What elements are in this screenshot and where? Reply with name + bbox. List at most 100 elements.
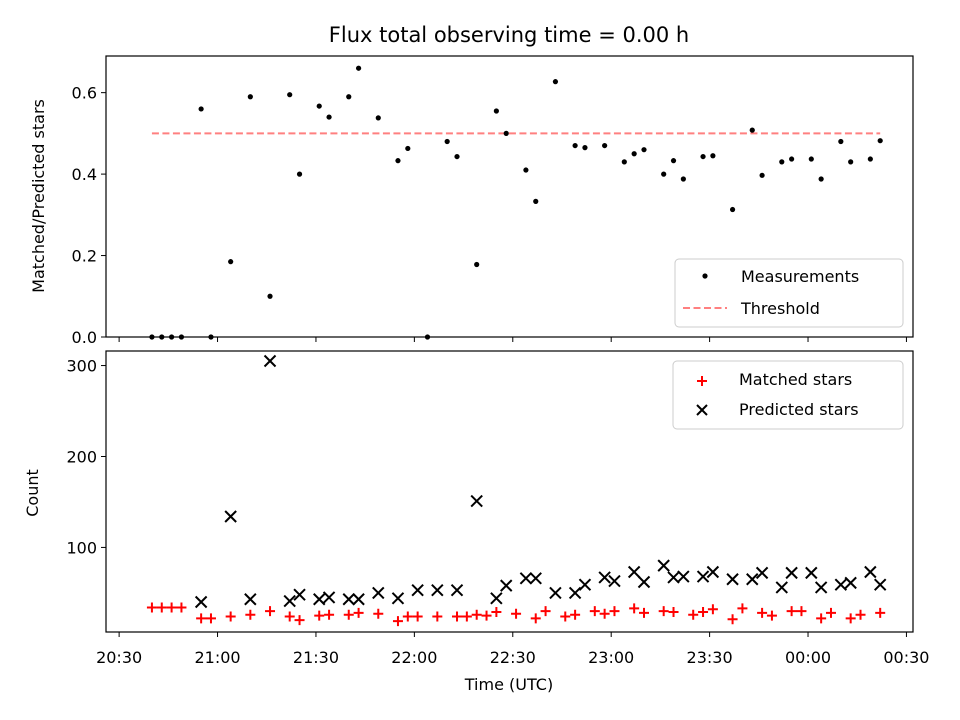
matched-star-point <box>245 609 256 620</box>
count-y-tick-label: 100 <box>66 538 97 557</box>
matched-star-point <box>373 608 384 619</box>
matched-star-point <box>461 611 472 622</box>
predicted-star-point <box>568 586 582 600</box>
ratio-y-tick-label: 0.6 <box>72 84 97 103</box>
measurement-point <box>700 153 706 160</box>
predicted-star-point <box>342 593 355 606</box>
matched-legend-marker <box>697 376 707 386</box>
matched-star-point <box>452 611 463 622</box>
matched-star-point <box>284 611 295 622</box>
x-tick-label: 21:00 <box>194 648 240 667</box>
measurement-point <box>474 261 480 268</box>
matched-star-point <box>402 611 413 622</box>
x-tick-label: 00:30 <box>883 648 929 667</box>
predicted-star-point <box>706 565 720 579</box>
matched-star-point <box>570 609 581 620</box>
ratio-plot-frame <box>105 55 914 338</box>
matched-star-point <box>668 606 679 617</box>
predicted-star-point <box>450 583 464 597</box>
measurement-point <box>670 158 677 164</box>
measurement-point <box>247 94 253 100</box>
measurement-point <box>296 171 303 177</box>
measurement-point <box>267 293 273 299</box>
matched-star-point <box>481 610 492 621</box>
measurement-point <box>503 130 509 136</box>
measurements-legend-label: Measurements <box>741 267 859 286</box>
measurement-point <box>375 115 381 121</box>
matched-star-point <box>412 611 423 622</box>
predicted-star-point <box>263 354 277 368</box>
predicted-star-point <box>696 570 710 583</box>
matched-star-point <box>688 609 699 620</box>
predicted-star-point <box>755 566 769 580</box>
matched-star-point <box>727 614 738 625</box>
measurement-point <box>602 142 608 149</box>
matched-star-point <box>589 606 600 617</box>
measurement-point <box>759 172 765 178</box>
matched-star-point <box>875 607 886 618</box>
count-marks <box>146 354 887 627</box>
matched-star-point <box>156 602 167 613</box>
predicted-star-point <box>500 579 513 592</box>
measurement-point <box>287 92 293 98</box>
count-y-ticks: 100 200 300 <box>66 357 106 557</box>
predicted-star-point <box>244 593 257 606</box>
ratio-panel: 0.0 0.2 0.4 0.6 Matched/Predicted stars Mea… <box>29 55 914 347</box>
measurement-point <box>572 142 578 149</box>
predicted-star-point <box>431 583 444 597</box>
predicted-star-point <box>313 593 326 606</box>
matched-star-point <box>176 602 187 613</box>
matched-star-point <box>845 613 856 624</box>
x-axis-label: Time (UTC) <box>464 675 553 694</box>
predicted-star-point <box>726 573 739 586</box>
predicted-star-point <box>805 566 818 580</box>
matched-star-point <box>786 606 797 617</box>
matched-star-point <box>816 613 827 624</box>
count-y-tick-label: 300 <box>66 357 97 376</box>
predicted-star-point <box>411 583 424 597</box>
measurement-point <box>729 206 736 213</box>
x-tick-label: 23:30 <box>687 648 733 667</box>
matched-star-point <box>530 613 541 624</box>
count-legend-box <box>672 360 904 430</box>
ratio-legend: Measurements Threshold <box>674 258 904 328</box>
matched-star-point <box>146 602 157 613</box>
count-plot-frame <box>105 350 914 633</box>
chart-title: Flux total observing time = 0.00 h <box>329 23 689 47</box>
measurement-point <box>405 145 411 152</box>
measurement-point <box>710 153 716 159</box>
measurement-point <box>316 103 322 109</box>
measurement-point <box>779 159 785 165</box>
ratio-y-ticks: 0.0 0.2 0.4 0.6 <box>72 84 106 347</box>
predicted-star-point <box>293 588 306 601</box>
measurement-point <box>424 334 431 340</box>
measurement-point <box>169 334 175 340</box>
matched-star-point <box>639 607 649 618</box>
count-y-axis-label: Count <box>23 469 42 517</box>
matched-star-point <box>540 606 551 617</box>
measurement-point <box>228 259 234 265</box>
matched-star-point <box>265 606 276 617</box>
predicted-star-point <box>677 570 690 583</box>
matched-star-point <box>855 609 866 620</box>
predicted-star-point <box>657 559 670 572</box>
measurement-point <box>582 145 588 151</box>
matched-star-point <box>166 602 177 613</box>
measurement-point <box>493 108 499 114</box>
measurement-point <box>523 167 529 173</box>
predicted-star-point <box>372 586 385 600</box>
predicted-star-point <box>667 571 680 584</box>
predicted-legend-marker <box>696 404 708 416</box>
predicted-star-point <box>470 494 483 508</box>
measurements-legend-marker <box>702 273 708 279</box>
x-tick-label: 22:00 <box>391 648 437 667</box>
measurement-point <box>818 176 824 182</box>
matched-star-point <box>698 606 709 617</box>
matched-star-point <box>314 610 325 621</box>
count-panel: 100 200 300 20:30 21:00 21:30 22:00 22:30 23:00… <box>23 350 929 667</box>
measurement-point <box>631 151 637 157</box>
measurement-point <box>208 334 214 340</box>
matched-star-point <box>294 615 305 626</box>
measurement-point <box>877 138 883 144</box>
